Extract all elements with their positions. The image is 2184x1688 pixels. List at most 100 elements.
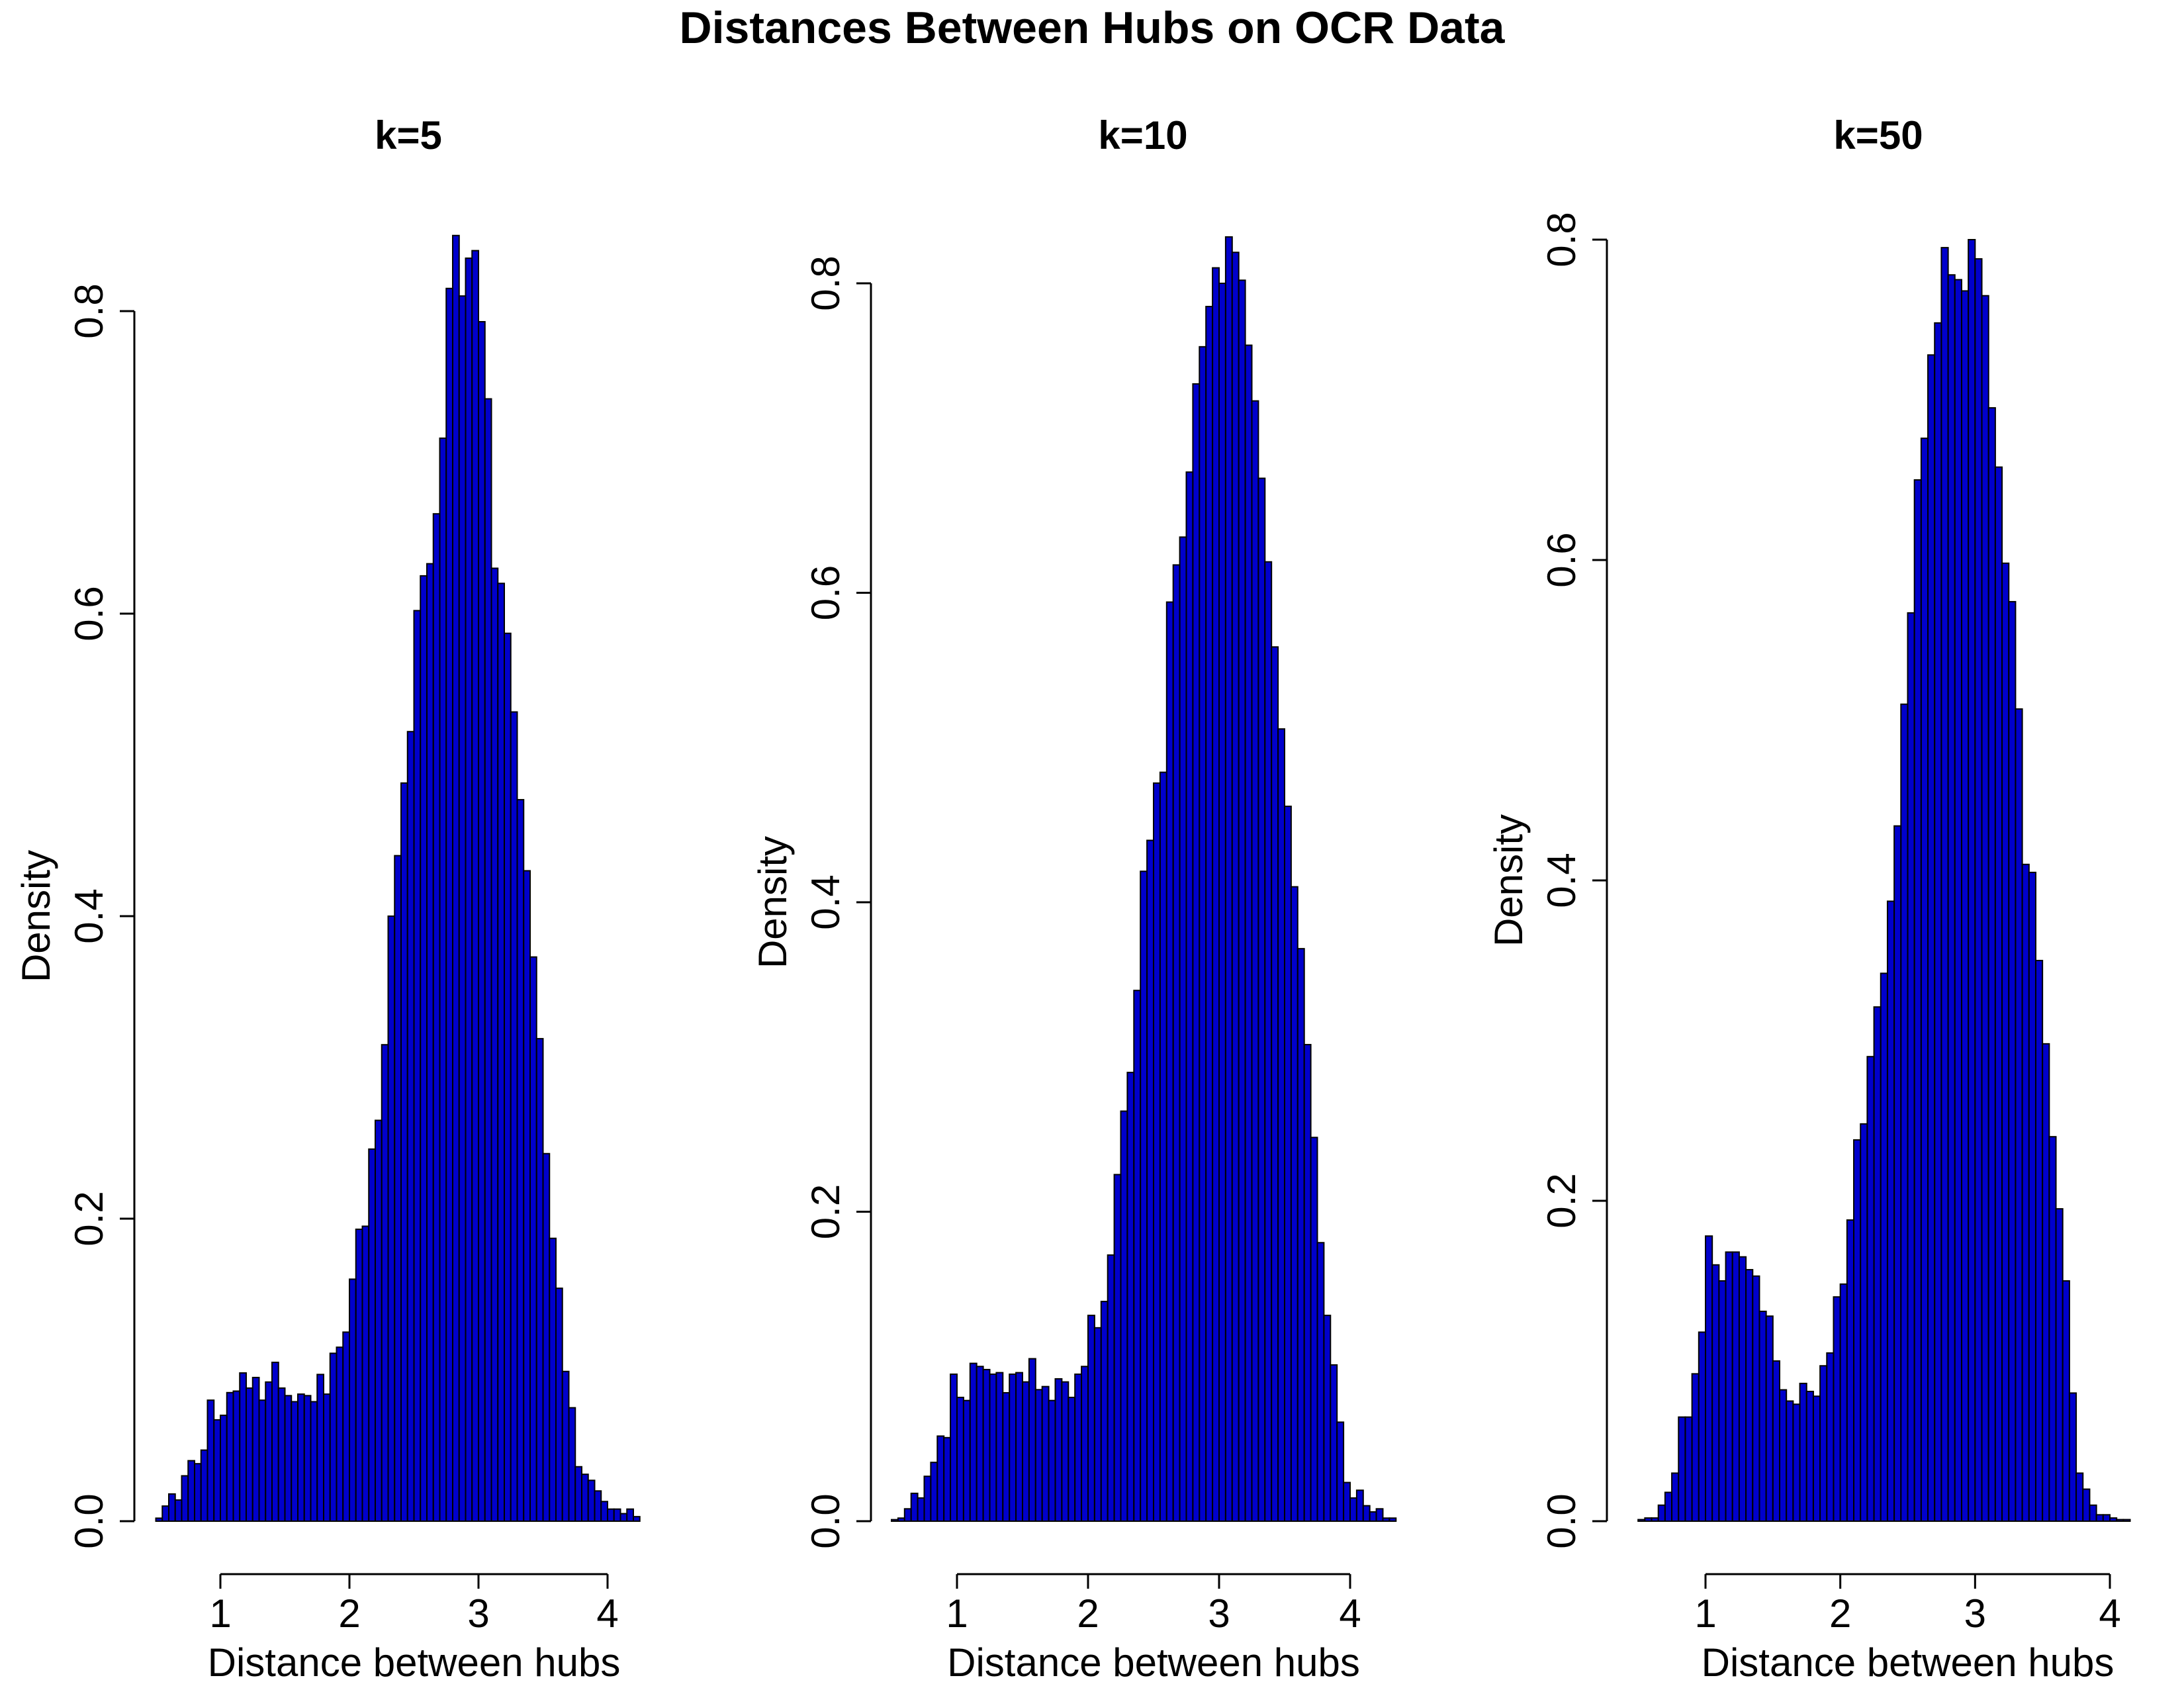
y-tick-label: 0.2 (67, 1191, 111, 1246)
histogram-bar (1336, 1421, 1345, 1522)
y-tick-label: 0.0 (1539, 1493, 1584, 1548)
histogram-bar (490, 567, 499, 1523)
histogram-bar (1159, 771, 1167, 1522)
histogram-bar (310, 1401, 318, 1522)
histogram-bar (1153, 782, 1161, 1522)
histogram-bar (1711, 1264, 1720, 1523)
histogram-bar (995, 1372, 1004, 1523)
histogram-bar (1028, 1358, 1036, 1523)
histogram-bar (626, 1508, 634, 1522)
histogram-bar (291, 1401, 298, 1522)
histogram-bar (497, 583, 505, 1522)
histogram-bar (1120, 1110, 1128, 1523)
histogram-bar (1691, 1373, 1700, 1523)
histogram-bar (549, 1237, 557, 1522)
histogram-bar (1061, 1381, 1069, 1523)
histogram-bar (1048, 1399, 1056, 1522)
histogram-bar (336, 1346, 344, 1522)
histogram-bar (452, 234, 460, 1522)
histogram-bar (1179, 536, 1187, 1522)
histogram-bar (2034, 960, 2044, 1522)
histogram-bar (1002, 1391, 1011, 1522)
histogram-bar (1238, 279, 1246, 1523)
y-axis-label: Density (751, 836, 795, 968)
histogram-bar (181, 1475, 189, 1522)
histogram-bar (581, 1474, 589, 1522)
x-tick-label: 4 (1339, 1591, 1361, 1636)
histogram-bar (1765, 1315, 1774, 1522)
histogram-bar (2008, 600, 2017, 1522)
histogram-bar (484, 398, 492, 1522)
histogram-bar (2075, 1472, 2084, 1522)
histogram-bar (361, 1225, 370, 1523)
histogram-bar (594, 1490, 602, 1523)
y-tick-label: 0.4 (803, 874, 848, 929)
histogram-bar (1271, 646, 1279, 1522)
y-tick-label: 0.6 (67, 586, 111, 641)
histogram-bar (1758, 1310, 1767, 1522)
histogram-bar (535, 1038, 544, 1522)
histogram-bar (568, 1407, 576, 1523)
histogram-bar (387, 915, 396, 1522)
histogram-bar (1310, 1137, 1318, 1523)
x-tick-label: 1 (946, 1591, 968, 1636)
histogram-bar (1041, 1385, 1050, 1522)
histogram-bar (2015, 708, 2023, 1522)
histogram-bar (232, 1390, 241, 1522)
histogram-bar (1880, 972, 1888, 1522)
histogram-bar (1113, 1174, 1122, 1522)
histogram-bar (445, 287, 453, 1523)
histogram-bar (2028, 871, 2036, 1522)
histogram-bar (303, 1395, 312, 1523)
histogram-bar (1779, 1389, 1788, 1523)
histogram-bar (2116, 1519, 2124, 1523)
y-tick-label: 0.0 (803, 1493, 848, 1548)
histogram-bar (1812, 1395, 1821, 1522)
histogram-bar (2042, 1043, 2050, 1522)
histogram-bar (1054, 1378, 1063, 1522)
histogram-bar (1718, 1280, 1727, 1522)
histogram-bar (897, 1517, 905, 1523)
histogram-bar (1362, 1505, 1371, 1523)
histogram-bar (1146, 839, 1154, 1522)
x-tick-label: 2 (1077, 1591, 1099, 1636)
x-tick-label: 3 (1208, 1591, 1230, 1636)
y-tick-label: 0.0 (67, 1493, 111, 1548)
histogram-bar (523, 870, 531, 1522)
histogram-bar (1974, 258, 1983, 1522)
histogram-bar (1093, 1327, 1102, 1523)
histogram-bar (600, 1501, 608, 1523)
histogram-bar (516, 799, 525, 1522)
histogram-bar (432, 513, 441, 1523)
histogram-bar (903, 1508, 912, 1523)
histogram-bar (1678, 1416, 1686, 1522)
histogram-bar (194, 1463, 202, 1522)
histogram-bar (349, 1278, 357, 1523)
histogram-bar (368, 1148, 376, 1522)
histogram-bar (1947, 274, 1956, 1522)
histogram-bar (1637, 1519, 1646, 1523)
histogram-bar (161, 1505, 169, 1522)
histogram-bar (930, 1462, 938, 1522)
histogram-bar (1343, 1481, 1351, 1523)
histogram-bar (510, 711, 518, 1522)
histogram-bar (1355, 1489, 1364, 1522)
panel-title: k=10 (1098, 113, 1187, 158)
histogram-bar (956, 1397, 964, 1522)
histogram-bar (458, 295, 467, 1522)
histogram-bar (2082, 1488, 2091, 1523)
histogram-bar (239, 1372, 247, 1523)
histogram-bar (220, 1415, 228, 1523)
histogram-bar (1873, 1006, 1882, 1523)
histogram-bar (1987, 407, 1996, 1522)
histogram-bar (1893, 825, 1902, 1522)
histogram-bar (555, 1288, 563, 1522)
histogram-bar (1913, 479, 1922, 1522)
histogram-bar (2122, 1519, 2131, 1523)
panel-title: k=50 (1833, 113, 1923, 158)
histogram-bar (406, 731, 415, 1522)
histogram-bar (226, 1391, 234, 1523)
